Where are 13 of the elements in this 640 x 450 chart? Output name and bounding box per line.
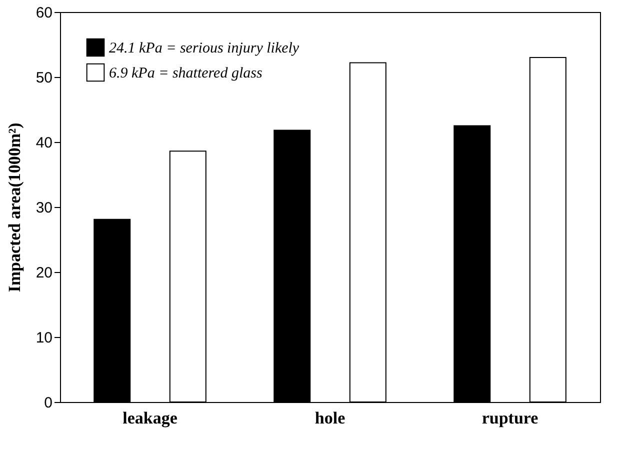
y-tick-label: 60 bbox=[36, 4, 52, 22]
x-tick-label: hole bbox=[314, 408, 346, 428]
x-tick-label: leakage bbox=[122, 408, 178, 428]
legend-label: 24.1 kPa = serious injury likely bbox=[109, 40, 300, 56]
y-tick-label: 10 bbox=[36, 330, 52, 346]
x-tick-label: rupture bbox=[482, 408, 539, 428]
y-tick-label: 0 bbox=[44, 394, 52, 412]
y-tick-label: 20 bbox=[36, 264, 52, 282]
y-axis-title: Impacted area(1000m²) bbox=[4, 122, 24, 292]
y-tick-label: 50 bbox=[36, 70, 52, 86]
y-tick-label: 40 bbox=[36, 134, 52, 152]
y-tick-label: 30 bbox=[36, 200, 52, 216]
legend-label: 6.9 kPa = shattered glass bbox=[109, 66, 262, 82]
